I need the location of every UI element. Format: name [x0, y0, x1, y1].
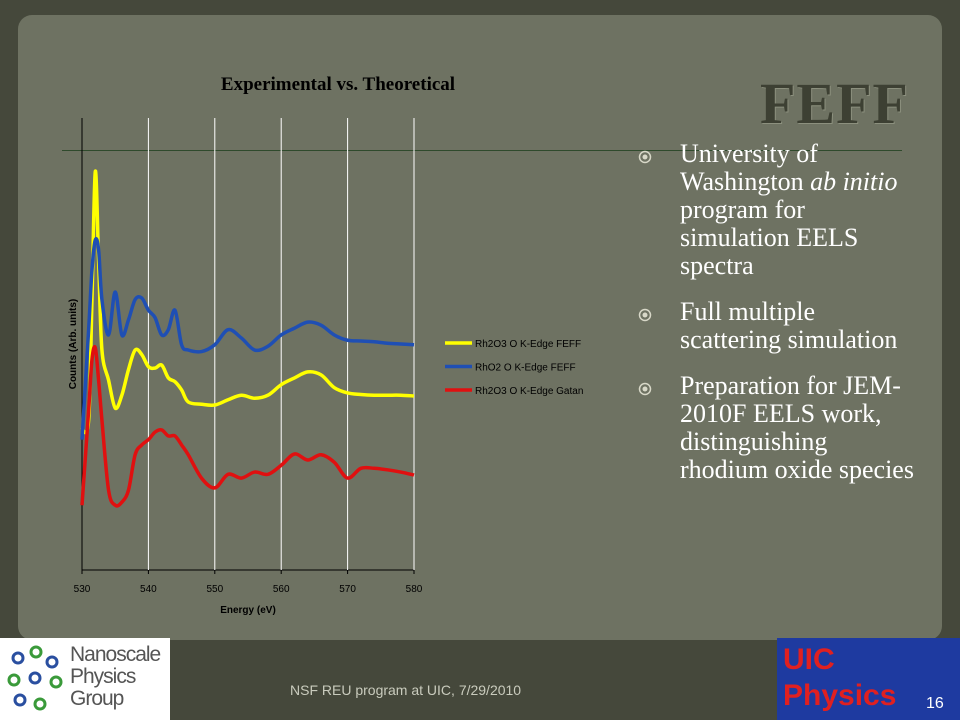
footer: NSF REU program at UIC, 7/29/2010 [290, 682, 522, 698]
series-line [80, 169, 415, 435]
chart-title: Experimental vs. Theoretical [221, 74, 455, 95]
bullet-list: University of Washington ab initio progr… [638, 140, 918, 502]
x-axis-label: Energy (eV) [220, 605, 276, 616]
logo-uic: UIC Physics [777, 638, 960, 720]
x-tick-label: 580 [406, 584, 423, 595]
logo-line: Nanoscale [70, 643, 161, 666]
bullet-text: Full multiple scattering simulation [680, 297, 898, 354]
logo-line: UIC [783, 643, 835, 676]
bullet: Preparation for JEM-2010F EELS work, dis… [638, 372, 918, 484]
bullet-text: ab initio [810, 167, 898, 196]
slide-panel [18, 15, 942, 640]
title-rule [62, 150, 902, 151]
logo-text: Nanoscale Physics Group [70, 643, 161, 710]
logo-nanoscale: Nanoscale Physics Group [0, 638, 170, 720]
logo-line: Group [70, 687, 124, 710]
legend-label: Rh2O3 O K-Edge Gatan [475, 386, 583, 397]
bullet-text: Preparation for JEM-2010F EELS work, dis… [680, 371, 914, 484]
x-tick-label: 560 [273, 584, 290, 595]
logo-text: UIC Physics [783, 642, 896, 714]
page-number: 16 [926, 695, 944, 712]
bullet-icon [638, 308, 652, 322]
bullet: University of Washington ab initio progr… [638, 140, 918, 280]
x-tick-label: 570 [339, 584, 356, 595]
bullet-text: program for simulation EELS spectra [680, 195, 859, 280]
series-line [80, 236, 415, 440]
logo-line: Physics [70, 665, 136, 688]
x-tick-label: 540 [140, 584, 157, 595]
bullet-text: University of Washington [680, 139, 818, 196]
bullet-icon [638, 382, 652, 396]
bullet: Full multiple scattering simulation [638, 298, 918, 354]
x-tick-label: 530 [74, 584, 91, 595]
logo-line: Physics [783, 679, 897, 712]
series-line [80, 345, 415, 508]
y-axis-label: Counts (Arb. units) [68, 299, 79, 390]
bullet-icon [638, 150, 652, 164]
slide-title: FEFF [760, 71, 909, 136]
legend-label: RhO2 O K-Edge FEFF [475, 363, 576, 374]
logo-icon [7, 645, 63, 711]
chart: Experimental vs. Theoretical Energy (eV)… [68, 74, 583, 616]
legend-label: Rh2O3 O K-Edge FEFF [475, 339, 581, 350]
x-tick-label: 550 [206, 584, 223, 595]
